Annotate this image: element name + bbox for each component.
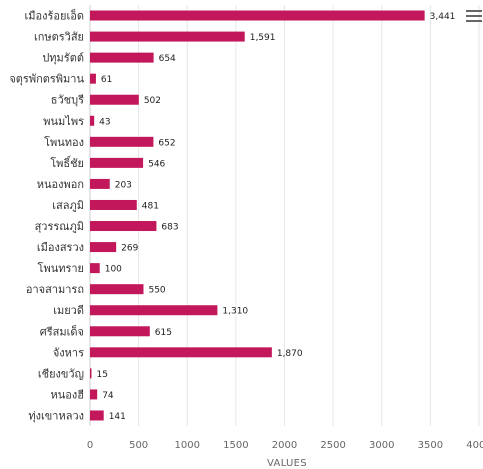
hamburger-menu-icon[interactable] (466, 10, 482, 24)
value-label: 683 (161, 223, 178, 233)
x-tick-labels: 0 500 1000 1500 2000 2500 3000 3500 4000 (87, 440, 483, 451)
value-label: 654 (159, 54, 176, 64)
value-label: 61 (101, 75, 112, 85)
x-tick-label: 1000 (175, 440, 200, 451)
bar[interactable] (90, 410, 104, 421)
value-label: 1,870 (277, 349, 303, 359)
category-label: โพธิ์ชัย (50, 155, 84, 170)
value-label: 100 (105, 265, 122, 275)
x-tick-label: 1500 (223, 440, 248, 451)
bar[interactable] (90, 284, 144, 295)
category-label: เมืองสรวง (37, 241, 84, 254)
category-label: หนองฮี (51, 388, 84, 401)
x-tick-label: 4000 (466, 440, 483, 451)
value-label: 43 (99, 117, 110, 127)
value-label: 74 (102, 391, 114, 401)
value-label: 3,441 (430, 12, 456, 22)
value-label: 269 (121, 244, 138, 254)
bar[interactable] (90, 31, 245, 42)
value-label: 652 (158, 138, 175, 148)
value-label: 15 (97, 370, 108, 380)
x-tick-label: 3500 (418, 440, 443, 451)
bars (90, 10, 425, 421)
bar[interactable] (90, 263, 100, 274)
category-label: สุวรรณภูมิ (35, 220, 84, 233)
bar[interactable] (90, 94, 139, 105)
category-label: เมยวดี (53, 304, 84, 317)
category-label: ทุ่งเขาหลวง (28, 409, 84, 422)
value-label: 1,591 (250, 33, 276, 43)
x-tick-label: 2000 (272, 440, 297, 451)
bar[interactable] (90, 178, 110, 189)
x-axis-title: VALUES (267, 458, 307, 469)
category-labels: เมืองร้อยเอ็ดเกษตรวิสัยปทุมรัตต์จตุรพักต… (9, 9, 84, 423)
bar[interactable] (90, 136, 154, 147)
bar[interactable] (90, 157, 144, 168)
value-label: 502 (144, 96, 161, 106)
category-label: โพนทราย (38, 261, 84, 275)
value-label: 141 (109, 412, 126, 422)
x-tick-label: 0 (87, 440, 93, 451)
x-tick-label: 3000 (369, 440, 394, 451)
category-label: ธวัชบุรี (51, 94, 84, 107)
bar[interactable] (90, 368, 92, 379)
bar[interactable] (90, 199, 137, 210)
category-label: ศรีสมเด็จ (40, 324, 84, 338)
value-label: 615 (155, 328, 172, 338)
category-label: เสลภูมิ (52, 199, 84, 212)
value-label: 481 (142, 201, 159, 211)
bar[interactable] (90, 389, 98, 400)
category-label: โพนทอง (44, 135, 84, 149)
gridlines (89, 5, 480, 426)
x-tick-label: 2500 (320, 440, 345, 451)
category-label: พนมไพร (43, 115, 84, 128)
bar[interactable] (90, 10, 425, 21)
value-label: 550 (148, 286, 165, 296)
bar[interactable] (90, 326, 150, 337)
value-label: 1,310 (222, 307, 248, 317)
category-label: จตุรพักตรพิมาน (9, 73, 84, 86)
bar[interactable] (90, 73, 96, 84)
bar[interactable] (90, 242, 117, 253)
category-label: เมืองร้อยเอ็ด (25, 9, 84, 23)
bar[interactable] (90, 305, 218, 316)
category-label: เชียงขวัญ (38, 367, 84, 380)
category-label: จังหาร (53, 346, 84, 359)
category-label: หนองพอก (37, 178, 84, 191)
category-label: ปทุมรัตต์ (42, 52, 84, 65)
bar[interactable] (90, 115, 95, 126)
value-labels: 3,441 1,591 654 61 502 43 652 546 203 481 683 269 10… (97, 12, 456, 422)
category-label: เกษตรวิสัย (34, 31, 84, 44)
x-tick-label: 500 (129, 440, 148, 451)
category-label: อาจสามารถ (26, 283, 84, 296)
value-label: 203 (115, 180, 132, 190)
bar[interactable] (90, 347, 272, 358)
bar[interactable] (90, 221, 157, 232)
value-label: 546 (148, 159, 165, 169)
bar[interactable] (90, 52, 154, 63)
